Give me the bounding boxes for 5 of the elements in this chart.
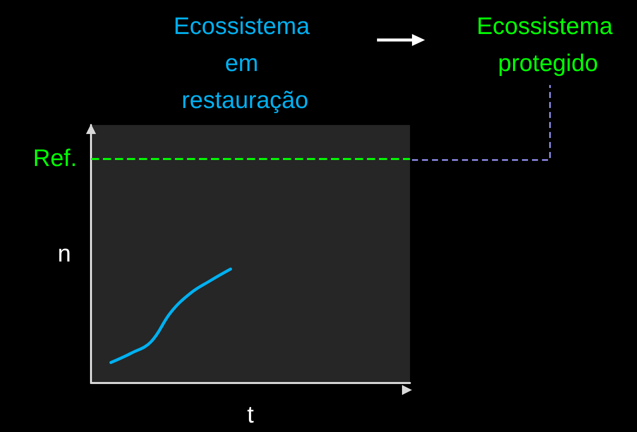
x-axis-title: t (247, 402, 254, 428)
text: Ecossistema em restauração (174, 13, 316, 114)
y-axis-title: n (58, 240, 71, 268)
ref-line-label: Ref. (32, 145, 77, 172)
text: Ecossistema protegido (476, 13, 620, 77)
